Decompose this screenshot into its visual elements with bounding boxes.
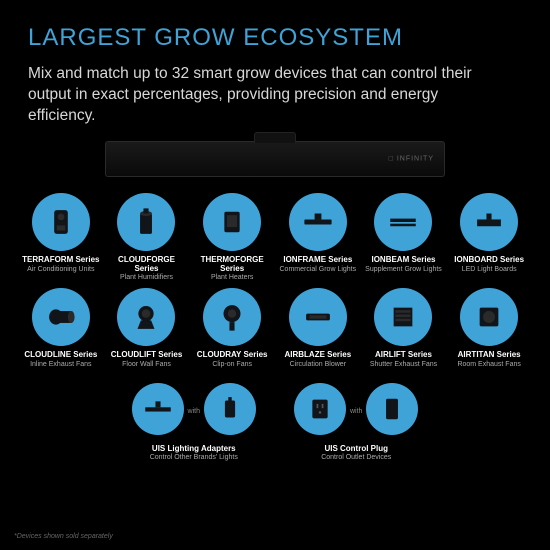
accessory-title: UIS Control Plug: [321, 445, 391, 454]
product-cell: IONBOARD Series LED Light Boards: [448, 193, 530, 282]
product-cell: AIRBLAZE Series Circulation Blower: [277, 288, 359, 368]
product-title: IONFRAME Series: [277, 256, 359, 265]
controller-brand-label: □ INFINITY: [389, 155, 434, 162]
bar-light-alt-icon: [132, 383, 184, 435]
product-cell: CLOUDLINE Series Inline Exhaust Fans: [20, 288, 102, 368]
humidifier-icon: [117, 193, 175, 251]
page-headline: LARGEST GROW ECOSYSTEM: [28, 24, 522, 52]
beam-light-icon: [374, 193, 432, 251]
accessory-title: UIS Lighting Adapters: [150, 445, 238, 454]
inline-fan-icon: [32, 288, 90, 346]
product-title: AIRBLAZE Series: [277, 351, 359, 360]
product-cell: TERRAFORM Series Air Conditioning Units: [20, 193, 102, 282]
product-title: TERRAFORM Series: [20, 256, 102, 265]
with-label: with: [188, 408, 200, 415]
room-fan-icon: [460, 288, 518, 346]
product-subtitle: Commercial Grow Lights: [277, 266, 359, 274]
product-subtitle: Inline Exhaust Fans: [20, 361, 102, 369]
product-subtitle: LED Light Boards: [448, 266, 530, 274]
accessory-pair: with UIS Lighting Adapters Control Other…: [132, 383, 256, 462]
product-title: IONBOARD Series: [448, 256, 530, 265]
product-grid: TERRAFORM Series Air Conditioning Units …: [0, 177, 550, 369]
product-title: CLOUDRAY Series: [191, 351, 273, 360]
blower-icon: [289, 288, 347, 346]
product-cell: AIRTITAN Series Room Exhaust Fans: [448, 288, 530, 368]
product-subtitle: Floor Wall Fans: [106, 361, 188, 369]
product-title: THERMOFORGE Series: [191, 256, 273, 274]
product-subtitle: Air Conditioning Units: [20, 266, 102, 274]
product-subtitle: Supplement Grow Lights: [363, 266, 445, 274]
with-label: with: [350, 408, 362, 415]
product-subtitle: Plant Humidifiers: [106, 274, 188, 282]
product-title: IONBEAM Series: [363, 256, 445, 265]
product-subtitle: Plant Heaters: [191, 274, 273, 282]
footnote-text: *Devices shown sold separately: [14, 533, 113, 540]
adapter-icon: [204, 383, 256, 435]
heater-icon: [203, 193, 261, 251]
accessory-subtitle: Control Other Brands' Lights: [150, 454, 238, 462]
product-subtitle: Shutter Exhaust Fans: [363, 361, 445, 369]
board-light-icon: [460, 193, 518, 251]
ac-unit-icon: [32, 193, 90, 251]
product-cell: THERMOFORGE Series Plant Heaters: [191, 193, 273, 282]
floor-fan-icon: [117, 288, 175, 346]
product-title: CLOUDLIFT Series: [106, 351, 188, 360]
page-subhead: Mix and match up to 32 smart grow device…: [28, 64, 498, 127]
product-cell: IONBEAM Series Supplement Grow Lights: [363, 193, 445, 282]
product-cell: CLOUDFORGE Series Plant Humidifiers: [106, 193, 188, 282]
accessory-row: with UIS Lighting Adapters Control Other…: [0, 369, 550, 462]
accessory-subtitle: Control Outlet Devices: [321, 454, 391, 462]
product-subtitle: Clip-on Fans: [191, 361, 273, 369]
product-title: CLOUDFORGE Series: [106, 256, 188, 274]
shutter-fan-icon: [374, 288, 432, 346]
product-subtitle: Room Exhaust Fans: [448, 361, 530, 369]
product-cell: CLOUDLIFT Series Floor Wall Fans: [106, 288, 188, 368]
bar-light-icon: [289, 193, 347, 251]
plug-device-icon: [366, 383, 418, 435]
outlet-icon: [294, 383, 346, 435]
product-cell: CLOUDRAY Series Clip-on Fans: [191, 288, 273, 368]
product-cell: AIRLIFT Series Shutter Exhaust Fans: [363, 288, 445, 368]
product-cell: IONFRAME Series Commercial Grow Lights: [277, 193, 359, 282]
accessory-pair: with UIS Control Plug Control Outlet Dev…: [294, 383, 418, 462]
controller-bar-image: □ INFINITY: [105, 141, 445, 177]
product-subtitle: Circulation Blower: [277, 361, 359, 369]
product-title: CLOUDLINE Series: [20, 351, 102, 360]
product-title: AIRTITAN Series: [448, 351, 530, 360]
product-title: AIRLIFT Series: [363, 351, 445, 360]
clip-fan-icon: [203, 288, 261, 346]
